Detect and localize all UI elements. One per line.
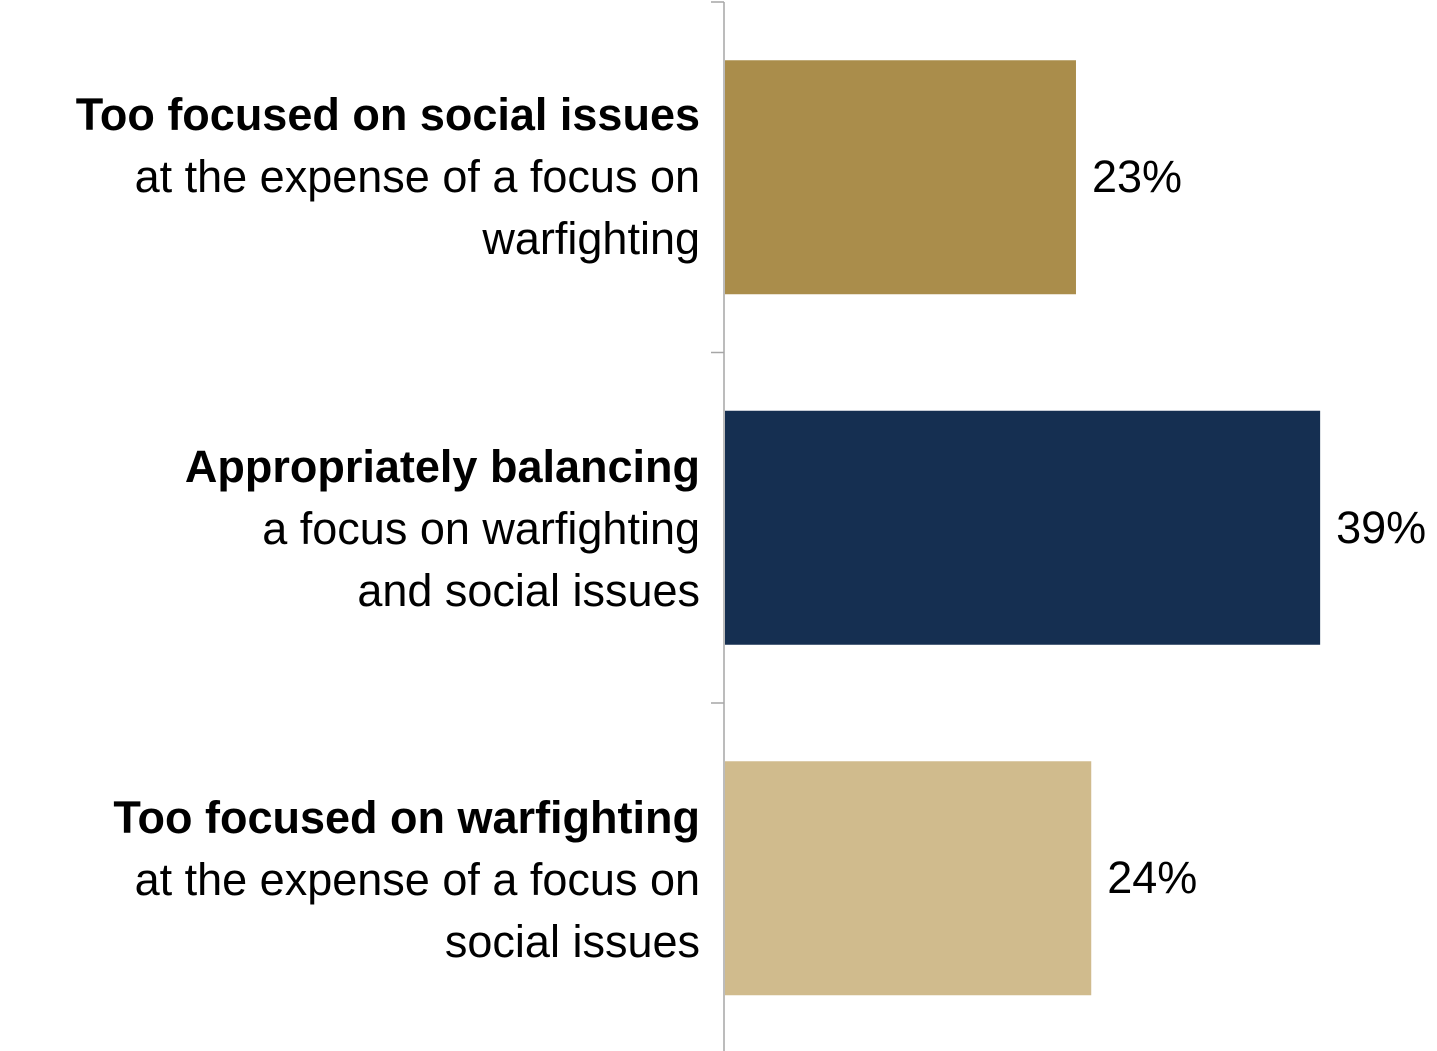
- category-1-line-2: and social issues: [357, 565, 700, 616]
- value-label-2: 24%: [1107, 852, 1198, 904]
- category-2-line-2: social issues: [444, 916, 700, 967]
- category-0-line-1: at the expense of a focus on: [134, 151, 700, 202]
- category-0-bold: Too focused on social issues: [75, 89, 700, 140]
- category-label-1: Appropriately balancing a focus on warfi…: [0, 436, 700, 622]
- category-2-line-1: at the expense of a focus on: [134, 854, 700, 905]
- bar-0: [725, 60, 1076, 295]
- category-label-0: Too focused on social issues at the expe…: [0, 84, 700, 270]
- bar-1: [725, 410, 1321, 645]
- category-2-bold: Too focused on warfighting: [113, 792, 700, 843]
- bar-2: [725, 761, 1092, 996]
- category-1-line-1: a focus on warfighting: [262, 503, 700, 554]
- category-0-line-2: warfighting: [482, 213, 700, 264]
- category-1-bold: Appropriately balancing: [184, 441, 700, 492]
- value-label-0: 23%: [1091, 151, 1183, 203]
- category-label-2: Too focused on warfighting at the expens…: [0, 787, 700, 973]
- value-label-1: 39%: [1336, 501, 1427, 553]
